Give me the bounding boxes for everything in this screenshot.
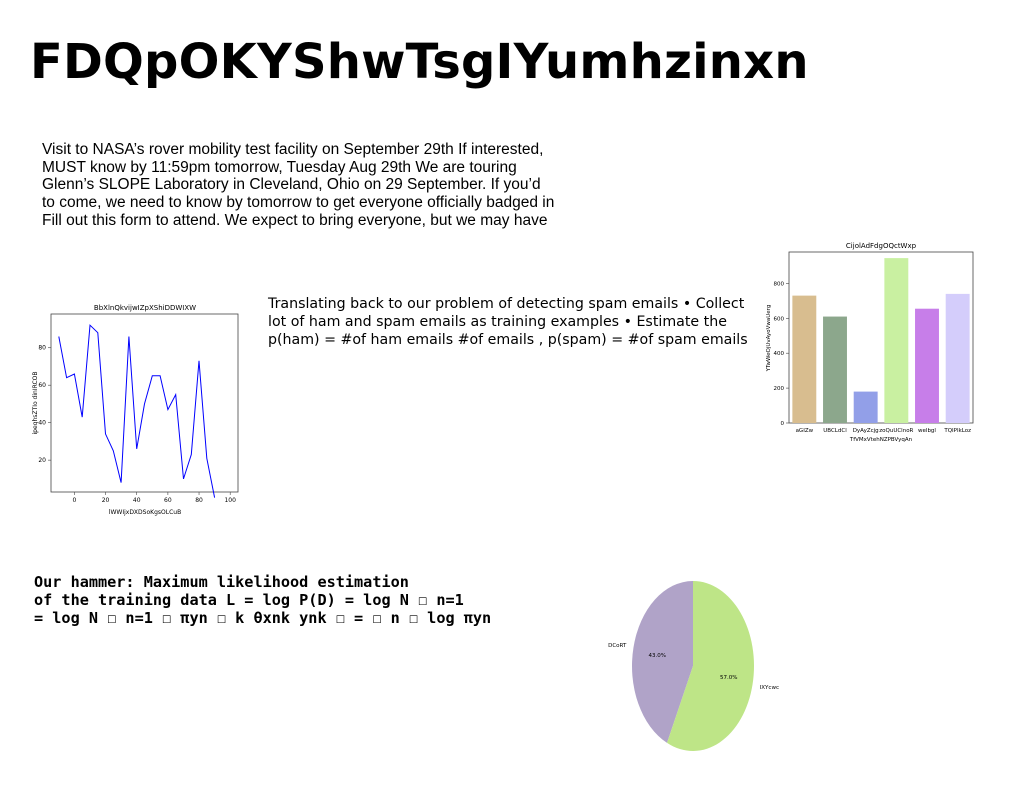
y-axis-label: ipeqhsZTIo dinIRCOB [32, 372, 39, 435]
y-tick-label: 40 [38, 420, 46, 427]
x-tick-label: aGIZw [796, 428, 814, 434]
x-axis-label: TfVMxVtehNZPBVyqAn [849, 437, 913, 443]
bar-chart: CijolAdFdgOQctWxp 0 200 400 600 800 aGIZw UBC… [766, 242, 974, 443]
x-tick-label: 0 [72, 497, 76, 504]
x-tick-label: welbgl [918, 428, 936, 434]
text-line: Fill out this form to attend. We expect … [42, 211, 548, 229]
text-line: Glenn’s SLOPE Laboratory in Cleveland, O… [42, 176, 541, 194]
text-line: MUST know by 11:59pm tomorrow, Tuesday A… [42, 158, 517, 176]
y-axis-label: YTwWeOjUvAyoVwaUerg [766, 305, 772, 373]
x-tick-label: zoQuUClnoR [879, 428, 913, 434]
y-tick-label: 200 [774, 386, 785, 392]
bar [823, 316, 847, 423]
chart-title: CijolAdFdgOQctWxp [846, 242, 917, 250]
bar [853, 391, 878, 423]
chart-title: BbXlnQkvijwIZpXShiDDWIXW [94, 304, 196, 312]
series-line [58, 324, 216, 498]
text-line: of the training data L = log P(D) = log … [34, 591, 464, 610]
x-tick-label: TQIPIkLoz [943, 428, 971, 434]
y-tick-label: 800 [774, 281, 785, 287]
text-line: Translating back to our problem of detec… [268, 296, 745, 312]
pie-label: DCoRT [608, 643, 627, 649]
plot-frame [50, 313, 239, 493]
bar [884, 258, 909, 423]
mle-paragraph: Our hammer: Maximum likelihood estimatio… [34, 573, 554, 628]
line-chart: BbXlnQkvijwIZpXShiDDWIXW 0 20 40 60 80 100 20… [32, 304, 239, 516]
text-line: to come, we need to know by tomorrow to … [42, 194, 555, 212]
y-tick-label: 400 [774, 351, 785, 357]
x-tick-label: 20 [102, 497, 110, 504]
x-tick-label: DyAyZcjg [853, 428, 879, 434]
pie-slice [667, 581, 755, 751]
x-tick-label: 100 [224, 497, 236, 504]
pie-label: IXYcwc [760, 685, 779, 691]
y-tick-label: 60 [38, 382, 46, 389]
page-title: FDQpOKYShwTsgIYumhzinxn [30, 34, 809, 90]
pie-chart: DCoRT 43.0% IXYcwc 57.0% [608, 581, 779, 751]
y-tick-label: 0 [781, 421, 785, 427]
bar [945, 293, 970, 423]
pie-slice [632, 581, 693, 743]
pie-percent-label: 43.0% [649, 653, 666, 659]
spam-detection-paragraph: Translating back to our problem of detec… [268, 295, 768, 349]
bar [915, 308, 939, 423]
x-tick-label: 40 [133, 497, 141, 504]
y-tick-label: 20 [38, 457, 46, 464]
x-tick-label: 60 [164, 497, 172, 504]
plot-frame [788, 251, 974, 424]
x-axis-label: lWWIjxDXDSoKgsOLCuB [109, 509, 181, 516]
x-tick-label: UBCLdCl [823, 428, 847, 434]
bar [792, 295, 817, 423]
text-line: lot of ham and spam emails as training e… [268, 314, 727, 330]
x-tick-label: 80 [195, 497, 203, 504]
y-tick-label: 600 [774, 316, 785, 322]
text-line: p(ham) = #of ham emails #of emails , p(s… [268, 332, 748, 348]
text-line: Visit to NASA’s rover mobility test faci… [42, 141, 544, 158]
announcement-paragraph: Visit to NASA’s rover mobility test faci… [42, 141, 587, 230]
y-tick-label: 80 [38, 345, 46, 352]
text-line: = log N ☐ n=1 ☐ πyn ☐ k θxnk ynk ☐ = ☐ n… [34, 609, 492, 628]
pie-percent-label: 57.0% [720, 675, 737, 681]
text-line: Our hammer: Maximum likelihood estimatio… [34, 573, 409, 591]
